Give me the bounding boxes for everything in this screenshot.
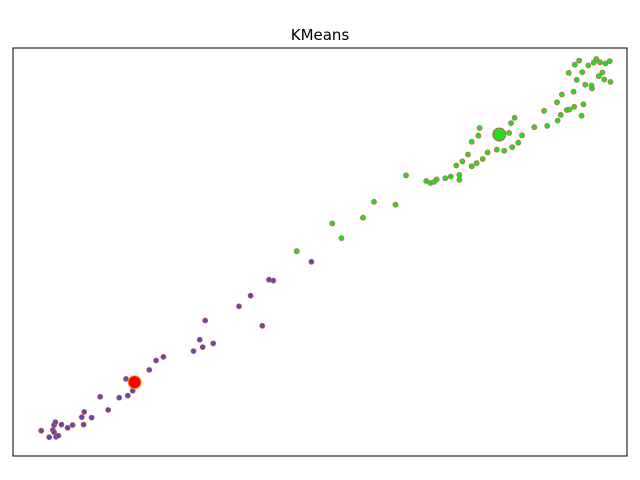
cluster-2-point-35 <box>544 123 551 129</box>
cluster-2-point-32 <box>508 120 514 126</box>
cluster-1-point-26 <box>190 348 197 354</box>
cluster-2-point-17 <box>459 158 466 165</box>
cluster-1-point-7 <box>51 429 57 436</box>
cluster-1-point-9 <box>52 419 59 425</box>
cluster-1-point-19 <box>124 392 131 399</box>
cluster-2-point-37 <box>554 117 561 124</box>
cluster-1-point-35 <box>270 277 277 284</box>
cluster-1-point-30 <box>210 340 217 347</box>
cluster-2-point-27 <box>509 144 516 150</box>
cluster-2-point-29 <box>519 132 525 139</box>
cluster-2-point-36 <box>541 107 547 114</box>
cluster-1-point-27 <box>196 336 203 343</box>
cluster-2-point-26 <box>501 147 508 154</box>
cluster-1-point-14 <box>81 408 88 415</box>
cluster-2-point-56 <box>571 61 578 68</box>
cluster-2-point-45 <box>559 91 565 98</box>
cluster-2-point-46 <box>570 88 577 95</box>
cluster-2-point-52 <box>601 76 608 83</box>
cluster-2-point-40 <box>566 106 573 113</box>
cluster-2-point-3 <box>329 220 336 227</box>
cluster-2-point-58 <box>585 62 592 69</box>
cluster-2-point-55 <box>599 69 606 76</box>
cluster-1-point-33 <box>259 322 266 329</box>
cluster-2-point-11 <box>433 176 440 183</box>
cluster-1-point-15 <box>88 414 95 421</box>
cluster-2-point-4 <box>360 214 366 221</box>
cluster-2-point-60 <box>593 56 600 62</box>
cluster-2-point-21 <box>479 156 486 162</box>
cluster-1-point-24 <box>153 357 159 364</box>
cluster-2-point-19 <box>468 163 475 170</box>
cluster-1-point-8 <box>58 421 65 428</box>
cluster-2-point-57 <box>576 57 582 64</box>
cluster-2-point-18 <box>465 151 471 158</box>
cluster-2-point-33 <box>511 114 518 121</box>
cluster-1-point-32 <box>247 292 254 299</box>
cluster-2-point-23 <box>468 138 475 145</box>
cluster-2-point-49 <box>573 76 580 83</box>
cluster-1-point-23 <box>146 366 153 373</box>
cluster-2-point-6 <box>392 201 399 208</box>
cluster-2-point-53 <box>607 79 614 85</box>
cluster-2-point-41 <box>571 103 578 110</box>
cluster-1-point-1 <box>38 427 45 434</box>
cluster-1-point-31 <box>236 303 242 310</box>
cluster-2-point-7 <box>403 172 409 179</box>
cluster-2-point-51 <box>588 82 595 89</box>
cluster-2-point-43 <box>580 101 587 108</box>
cluster-2-point-61 <box>597 59 603 66</box>
cluster-2-point-50 <box>579 69 586 75</box>
cluster-1-centroid <box>127 375 142 390</box>
cluster-2-point-64 <box>565 70 572 76</box>
cluster-2-point-44 <box>554 99 560 106</box>
cluster-2-point-5 <box>371 198 377 205</box>
cluster-1-point-28 <box>199 344 206 350</box>
cluster-1-point-16 <box>97 393 104 400</box>
cluster-2-point-20 <box>473 160 480 166</box>
cluster-2-point-16 <box>453 162 460 169</box>
cluster-2-point-38 <box>557 112 564 118</box>
cluster-1-point-12 <box>78 414 85 421</box>
cluster-2-point-13 <box>447 173 454 180</box>
cluster-2-point-54 <box>595 73 602 80</box>
cluster-2-point-25 <box>493 146 500 153</box>
cluster-2-point-63 <box>606 58 613 64</box>
cluster-1-point-25 <box>160 353 167 360</box>
cluster-2-point-15 <box>456 176 463 183</box>
cluster-centroids <box>127 127 507 390</box>
cluster-2-point-12 <box>442 175 449 182</box>
cluster-1-point-13 <box>80 421 87 428</box>
cluster-2-point-62 <box>602 60 609 67</box>
cluster-2-point-30 <box>506 129 512 136</box>
cluster-2-point-28 <box>515 139 522 146</box>
cluster-2-point-1 <box>293 248 300 255</box>
cluster-2-point-14 <box>456 171 463 178</box>
cluster-1-point-17 <box>105 406 112 413</box>
cluster-1-point-10 <box>64 424 71 431</box>
cluster-2-point-48 <box>582 81 589 88</box>
cluster-1-point-36 <box>308 258 315 265</box>
chart-title: KMeans <box>291 26 350 44</box>
cluster-1-point-6 <box>55 432 62 439</box>
cluster-1-point-18 <box>116 394 123 401</box>
cluster-2-point-2 <box>338 235 345 241</box>
cluster-1-point-2 <box>46 434 53 441</box>
cluster-1-point-29 <box>202 317 209 324</box>
cluster-2-point-22 <box>484 149 491 156</box>
cluster-2-centroid <box>492 127 507 142</box>
cluster-2-point-31 <box>476 125 483 131</box>
cluster-2-point-42 <box>578 112 585 119</box>
cluster-2-point-24 <box>475 132 482 139</box>
cluster-2-point-34 <box>531 124 538 131</box>
plot-area <box>12 47 628 457</box>
cluster-1-point-11 <box>69 422 76 428</box>
data-points <box>38 56 614 441</box>
